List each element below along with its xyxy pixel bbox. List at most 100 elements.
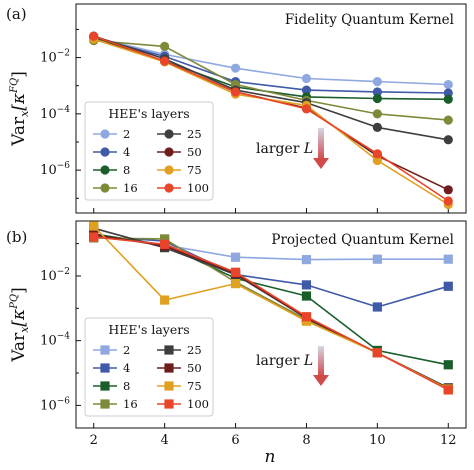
legend-entry-25: 25 <box>187 127 202 141</box>
legend-entry-50: 50 <box>187 145 202 159</box>
data-point <box>301 73 312 84</box>
y-tick-label: 10−4 <box>40 332 70 349</box>
panel-b: (b) Projected Quantum Kernel 10−2 10−4 10−6 2… <box>6 220 467 448</box>
panel-label: (a) <box>6 5 27 23</box>
data-point <box>301 312 312 322</box>
y-axis-label: Varx[κPQ] <box>9 287 31 363</box>
legend-entry-8: 8 <box>123 163 130 177</box>
data-point <box>230 63 241 73</box>
x-tick-label: 4 <box>160 433 168 448</box>
data-point <box>301 291 312 301</box>
data-point <box>372 122 382 133</box>
legend-marker <box>100 399 110 409</box>
arrow-shaft <box>318 346 324 376</box>
legend-entry-16: 16 <box>123 181 138 195</box>
arrow-head <box>313 158 329 169</box>
legend-marker <box>100 381 110 391</box>
legend-title: HEE's layers <box>108 106 189 121</box>
legend-entry-50: 50 <box>187 361 202 375</box>
panel-a: (a) Fidelity Quantum Kernel 10−2 10−4 10−6 Va… <box>6 3 467 214</box>
data-point <box>160 239 170 249</box>
series-line-100 <box>93 236 449 391</box>
legend-marker <box>100 165 110 175</box>
data-point <box>89 31 99 41</box>
data-point <box>443 135 453 145</box>
arrow-shaft <box>318 128 324 159</box>
arrow-label: larger L <box>256 141 313 157</box>
x-tick-label: 8 <box>302 433 310 448</box>
data-point <box>89 221 99 231</box>
x-tick-label: 12 <box>440 433 457 448</box>
x-axis-label: n <box>265 447 276 467</box>
data-point <box>301 280 312 290</box>
panel-title: Projected Quantum Kernel <box>271 232 454 248</box>
legend-entry-2: 2 <box>123 343 130 357</box>
data-point <box>443 115 453 125</box>
data-point <box>372 109 382 119</box>
data-point <box>372 155 382 166</box>
legend-entry-8: 8 <box>123 379 130 393</box>
legend-marker <box>100 129 110 139</box>
series-line-16 <box>93 39 449 121</box>
series-line-25 <box>93 35 449 141</box>
legend-marker <box>100 363 110 373</box>
legend-box <box>84 317 214 417</box>
legend-entry-2: 2 <box>123 127 130 141</box>
data-point <box>230 252 241 262</box>
arrow-label: larger L <box>256 353 313 369</box>
panel-title: Fidelity Quantum Kernel <box>285 12 454 28</box>
plot-frame <box>75 3 467 214</box>
legend-marker <box>164 363 174 373</box>
data-point <box>301 85 312 95</box>
data-point <box>372 93 382 104</box>
y-tick-label: 10−2 <box>40 267 70 284</box>
y-tick-label: 10−6 <box>40 161 70 178</box>
data-point <box>372 149 382 159</box>
series-line-2 <box>93 36 449 86</box>
data-point <box>443 94 453 104</box>
legend-entry-16: 16 <box>123 397 138 411</box>
legend-marker <box>164 183 174 193</box>
data-point <box>160 234 170 244</box>
data-point <box>89 232 99 242</box>
legend-marker <box>164 399 174 409</box>
series-line-4 <box>93 37 449 94</box>
data-point <box>443 281 453 291</box>
legend-marker <box>100 183 110 193</box>
panel-label: (b) <box>6 228 27 246</box>
series-line-4 <box>93 235 449 308</box>
arrow-head <box>313 375 329 386</box>
data-point <box>443 185 453 195</box>
x-tick-label: 6 <box>231 433 239 448</box>
data-point <box>443 79 453 90</box>
y-tick-label: 10−2 <box>40 49 70 66</box>
data-point <box>230 87 241 97</box>
legend-marker <box>164 129 174 139</box>
legend-entry-75: 75 <box>187 163 202 177</box>
data-point <box>160 56 170 66</box>
legend-marker <box>164 165 174 175</box>
data-point <box>372 87 382 97</box>
data-point <box>372 348 382 358</box>
legend-marker <box>100 147 110 157</box>
x-tick-label: 2 <box>90 433 98 448</box>
legend-title: HEE's layers <box>108 322 189 337</box>
legend-entry-75: 75 <box>187 379 202 393</box>
legend-entry-100: 100 <box>187 397 209 411</box>
data-point <box>230 279 241 289</box>
legend-marker <box>100 345 110 355</box>
y-tick-label: 10−4 <box>40 105 70 122</box>
data-point <box>443 254 453 264</box>
data-point <box>443 360 453 370</box>
legend-box <box>84 101 214 201</box>
legend-entry-4: 4 <box>123 145 130 159</box>
series-line-100 <box>93 35 449 202</box>
data-point <box>301 104 312 114</box>
legend-marker <box>164 147 174 157</box>
data-point <box>372 76 382 87</box>
data-point <box>372 254 382 264</box>
x-tick-label: 10 <box>369 433 386 448</box>
legend-entry-100: 100 <box>187 181 209 195</box>
data-point <box>160 295 170 305</box>
